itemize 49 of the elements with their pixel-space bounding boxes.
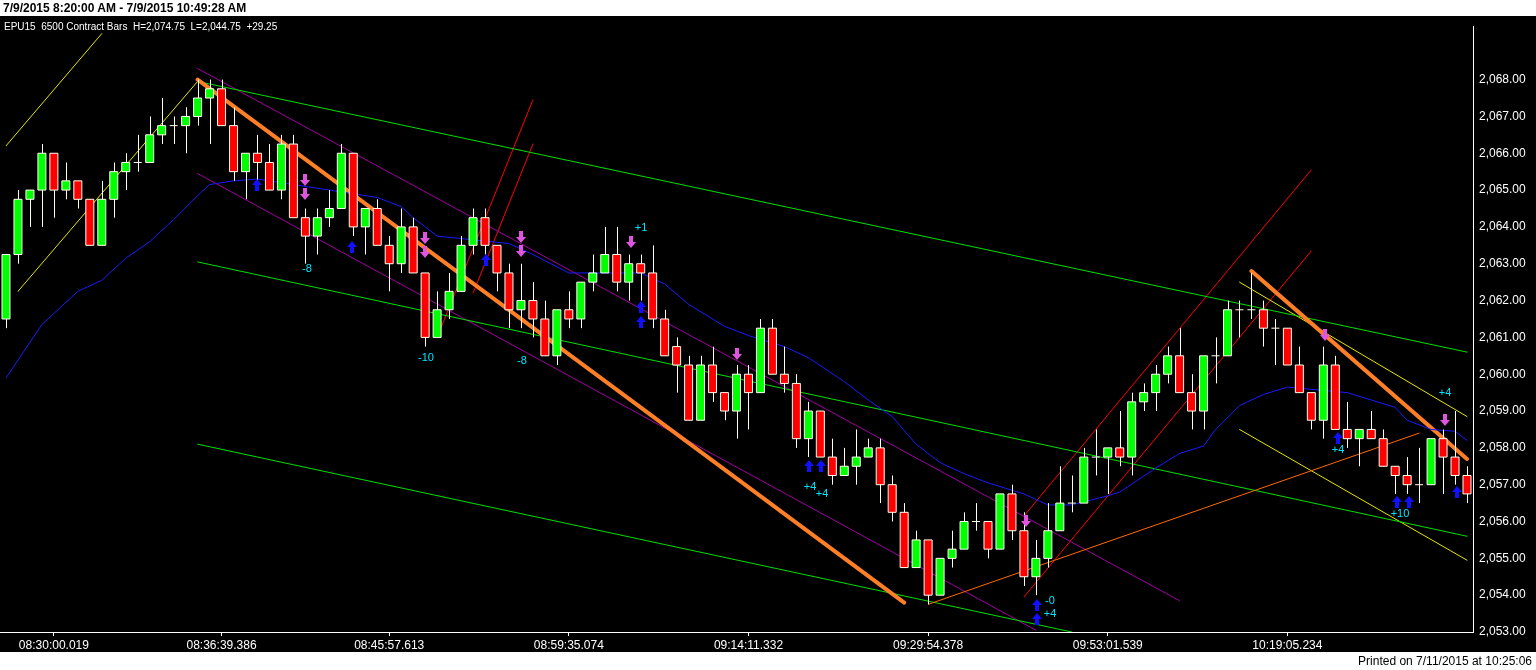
x-tick-label: 08:59:35.074 bbox=[533, 637, 605, 652]
candlestick bbox=[1211, 336, 1221, 384]
text: Printed on 7/11/2015 at 10:25:06 bbox=[1358, 654, 1533, 668]
candlestick bbox=[720, 392, 730, 421]
y-tick-label: 2,058.00 bbox=[1479, 440, 1527, 455]
y-tick-label: 2,059.00 bbox=[1479, 403, 1527, 418]
x-tick-label: 08:36:39.386 bbox=[186, 637, 257, 652]
y-tick-label: 2,054.00 bbox=[1479, 587, 1527, 602]
y-tick-label: 2,062.00 bbox=[1479, 292, 1527, 307]
x-tick-label: 09:29:54.378 bbox=[893, 637, 964, 652]
annotation: -8 bbox=[302, 262, 312, 274]
candlestick bbox=[1091, 428, 1101, 476]
x-tick-label: 09:53:01.539 bbox=[1072, 637, 1144, 652]
candlestick bbox=[1414, 447, 1424, 504]
annotation: -0 bbox=[1045, 594, 1055, 606]
y-tick-label: 2,057.00 bbox=[1479, 477, 1527, 492]
y-tick-label: 2,068.00 bbox=[1479, 71, 1527, 86]
candlestick bbox=[169, 115, 179, 145]
chart-subtitle: EPU15 6500 Contract Bars H=2,074.75 L=2,044.75 +29.25 bbox=[4, 21, 278, 32]
annotation: -8 bbox=[517, 354, 527, 366]
x-tick-label: 08:45:57.613 bbox=[354, 637, 425, 652]
y-tick-label: 2,053.00 bbox=[1479, 624, 1527, 639]
y-tick-label: 2,064.00 bbox=[1479, 219, 1527, 234]
annotation: +4 bbox=[1438, 386, 1452, 398]
annotation: -10 bbox=[418, 351, 434, 363]
candlestick bbox=[1246, 272, 1256, 320]
candlestick bbox=[1067, 474, 1077, 513]
annotation: +4 bbox=[803, 480, 817, 492]
y-tick-label: 2,061.00 bbox=[1479, 329, 1527, 344]
y-tick-label: 2,060.00 bbox=[1479, 366, 1527, 381]
candlestick bbox=[971, 502, 981, 532]
candlestick bbox=[1234, 300, 1244, 338]
candlestick bbox=[1270, 318, 1280, 366]
chart-title: 7/9/2015 8:20:00 AM - 7/9/2015 10:49:28 AM bbox=[2, 1, 247, 15]
annotation: +4 bbox=[1043, 607, 1057, 619]
candlestick bbox=[133, 134, 143, 173]
annotation: +4 bbox=[815, 487, 829, 499]
annotation: +1 bbox=[634, 221, 648, 233]
y-tick-label: 2,065.00 bbox=[1479, 182, 1527, 197]
x-tick-label: 10:19:05.234 bbox=[1252, 637, 1323, 652]
x-tick-label: 09:14:11.332 bbox=[713, 637, 784, 652]
annotation: +4 bbox=[1331, 443, 1345, 455]
y-tick-label: 2,055.00 bbox=[1479, 550, 1527, 565]
y-tick-label: 2,063.00 bbox=[1479, 256, 1527, 271]
x-tick-label: 08:30:00.019 bbox=[18, 637, 90, 652]
y-tick-label: 2,066.00 bbox=[1479, 145, 1527, 160]
annotation: +10 bbox=[1390, 507, 1410, 519]
y-tick-label: 2,056.00 bbox=[1479, 513, 1527, 528]
y-tick-label: 2,067.00 bbox=[1479, 108, 1527, 123]
